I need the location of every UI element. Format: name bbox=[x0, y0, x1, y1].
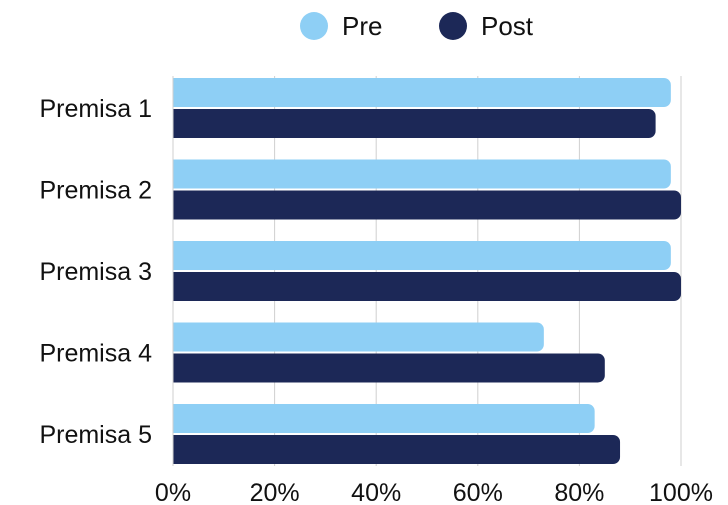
legend-label-pre: Pre bbox=[342, 11, 382, 41]
bar-post-5 bbox=[165, 435, 621, 464]
legend-label-post: Post bbox=[481, 11, 534, 41]
bar-pre-3 bbox=[165, 241, 671, 270]
bar-pre-1 bbox=[165, 78, 671, 107]
category-label-5: Premisa 5 bbox=[39, 421, 152, 449]
x-tick-labels: 0% 20% 40% 60% 80% 100% bbox=[155, 479, 713, 505]
category-label-3: Premisa 3 bbox=[39, 258, 152, 286]
bar-post-1 bbox=[165, 109, 656, 138]
x-tick-label-1: 20% bbox=[250, 479, 300, 505]
x-tick-label-0: 0% bbox=[155, 479, 191, 505]
bar-post-4 bbox=[165, 353, 605, 383]
category-labels: Premisa 1 Premisa 2 Premisa 3 Premisa 4 Prem… bbox=[39, 95, 152, 449]
bar-pre-2 bbox=[165, 159, 671, 189]
legend-marker-pre bbox=[300, 12, 328, 40]
x-tick-label-4: 80% bbox=[554, 479, 604, 505]
category-label-1: Premisa 1 bbox=[39, 95, 152, 123]
bar-pre-4 bbox=[165, 322, 544, 352]
bar-post-3 bbox=[165, 272, 681, 301]
axis-mask bbox=[163, 76, 173, 466]
bars bbox=[163, 76, 681, 466]
legend-marker-post bbox=[439, 12, 467, 40]
category-label-4: Premisa 4 bbox=[39, 340, 152, 368]
x-tick-label-2: 40% bbox=[351, 479, 401, 505]
category-label-2: Premisa 2 bbox=[39, 177, 152, 205]
bar-pre-5 bbox=[165, 404, 595, 433]
bar-post-2 bbox=[165, 190, 681, 220]
x-tick-label-5: 100% bbox=[649, 479, 713, 505]
legend: Pre Post bbox=[300, 11, 534, 41]
x-tick-label-3: 60% bbox=[453, 479, 503, 505]
